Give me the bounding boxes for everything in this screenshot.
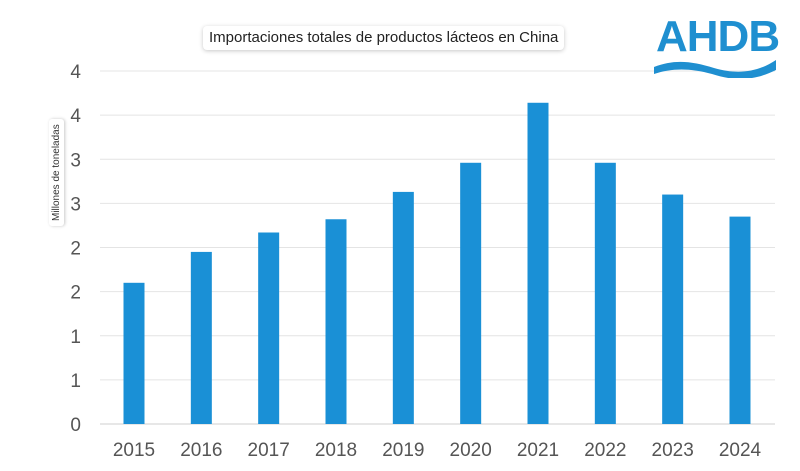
bar-2022 [594,162,616,424]
y-tick-label: 3 [70,194,81,215]
bar-2019 [392,191,414,424]
x-tick-label: 2021 [517,440,559,461]
gridlines [100,70,775,425]
y-tick-label: 2 [70,283,81,304]
logo-wave-icon [654,60,776,78]
bar-2021 [527,102,549,425]
x-tick-label: 2020 [450,440,492,461]
y-tick-label: 1 [70,327,81,348]
bar-2016 [190,251,212,424]
y-tick-label: 4 [70,62,81,83]
y-tick-label: 4 [70,106,81,127]
bar-2020 [460,162,482,424]
y-tick-label: 0 [70,415,81,436]
bar-2023 [662,194,684,424]
y-axis-label: Millones de toneladas [49,119,64,226]
x-tick-label: 2023 [652,440,694,461]
y-tick-label: 3 [70,150,81,171]
bar-2018 [325,219,347,424]
x-axis-ticks: 2015 2016 2017 2018 2019 2020 2021 2022 2023 2024 [113,440,762,461]
bar-2017 [258,232,280,424]
bars [123,102,751,425]
x-tick-label: 2022 [584,440,626,461]
chart-title: Importaciones totales de productos lácte… [203,26,565,50]
x-tick-label: 2018 [315,440,357,461]
x-tick-label: 2019 [382,440,424,461]
logo-text: AHDB [656,12,780,61]
y-tick-label: 1 [70,371,81,392]
y-tick-label: 2 [70,239,81,260]
x-tick-label: 2017 [248,440,290,461]
ahdb-logo: AHDB [652,12,780,78]
x-tick-label: 2024 [719,440,762,461]
x-tick-label: 2015 [113,440,155,461]
bar-2024 [729,216,751,424]
x-tick-label: 2016 [180,440,222,461]
y-axis-ticks: 0 1 1 2 2 3 3 4 4 [70,62,81,436]
bar-2015 [123,282,145,424]
